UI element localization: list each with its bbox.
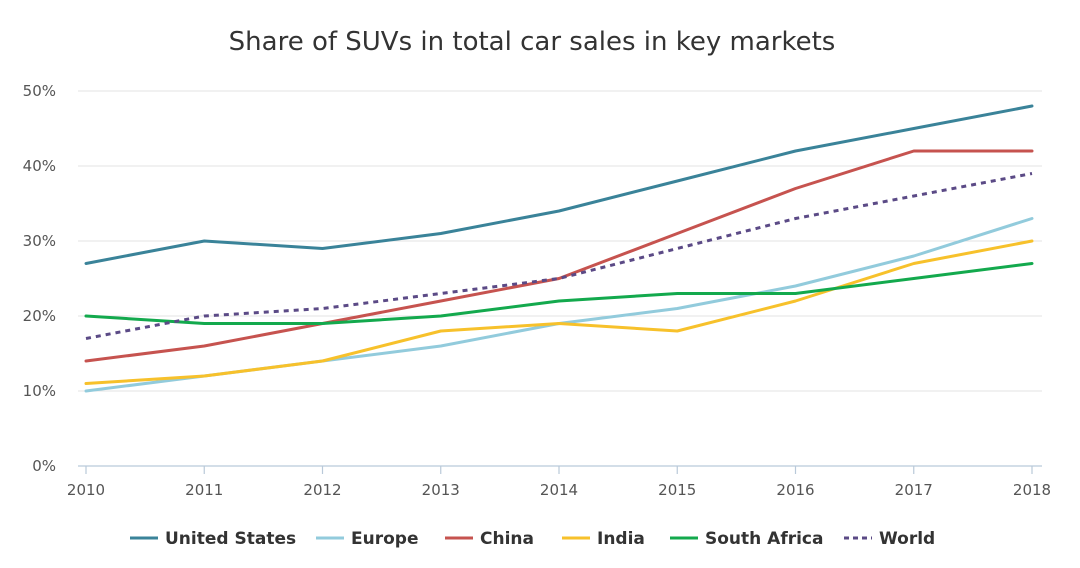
x-tick-label: 2014: [540, 481, 578, 499]
y-tick-label: 0%: [32, 457, 56, 475]
chart-title: Share of SUVs in total car sales in key …: [229, 27, 836, 57]
legend-item-india[interactable]: India: [562, 529, 645, 549]
series-lines: [84, 104, 1034, 393]
x-tick-label: 2018: [1013, 481, 1051, 499]
legend-label: India: [597, 529, 645, 549]
y-tick-label: 20%: [23, 307, 56, 325]
x-tick-label: 2017: [895, 481, 933, 499]
x-tick-label: 2010: [67, 481, 105, 499]
series-line-world: [85, 172, 1033, 340]
y-tick-label: 10%: [23, 382, 56, 400]
x-tick-label: 2015: [658, 481, 696, 499]
x-axis: 2010 2011 2012 2013 2014 2015 2016 2017 2018: [67, 465, 1051, 499]
legend-label: World: [879, 529, 935, 549]
x-tick-label: 2011: [185, 481, 223, 499]
series-line-united-states: [84, 104, 1034, 265]
legend-item-south-africa[interactable]: South Africa: [670, 529, 824, 549]
y-tick-label: 30%: [23, 232, 56, 250]
y-axis: 0% 10% 20% 30% 40% 50%: [23, 82, 56, 475]
legend-label: Europe: [351, 529, 418, 549]
legend: United States Europe China India South Afric…: [130, 529, 935, 549]
legend-item-united-states[interactable]: United States: [130, 529, 296, 549]
x-tick-label: 2012: [303, 481, 341, 499]
series-line-europe: [84, 217, 1034, 393]
legend-label: United States: [165, 529, 296, 549]
legend-label: China: [480, 529, 534, 549]
series-line-india: [84, 239, 1034, 385]
series-line-south-africa: [84, 262, 1034, 325]
legend-item-europe[interactable]: Europe: [316, 529, 418, 549]
y-tick-label: 40%: [23, 157, 56, 175]
y-tick-label: 50%: [23, 82, 56, 100]
legend-item-china[interactable]: China: [445, 529, 534, 549]
grid: [78, 90, 1042, 392]
legend-item-world[interactable]: World: [844, 529, 935, 549]
legend-label: South Africa: [705, 529, 824, 549]
series-line-china: [84, 149, 1034, 363]
x-tick-label: 2016: [776, 481, 814, 499]
x-tick-label: 2013: [422, 481, 460, 499]
